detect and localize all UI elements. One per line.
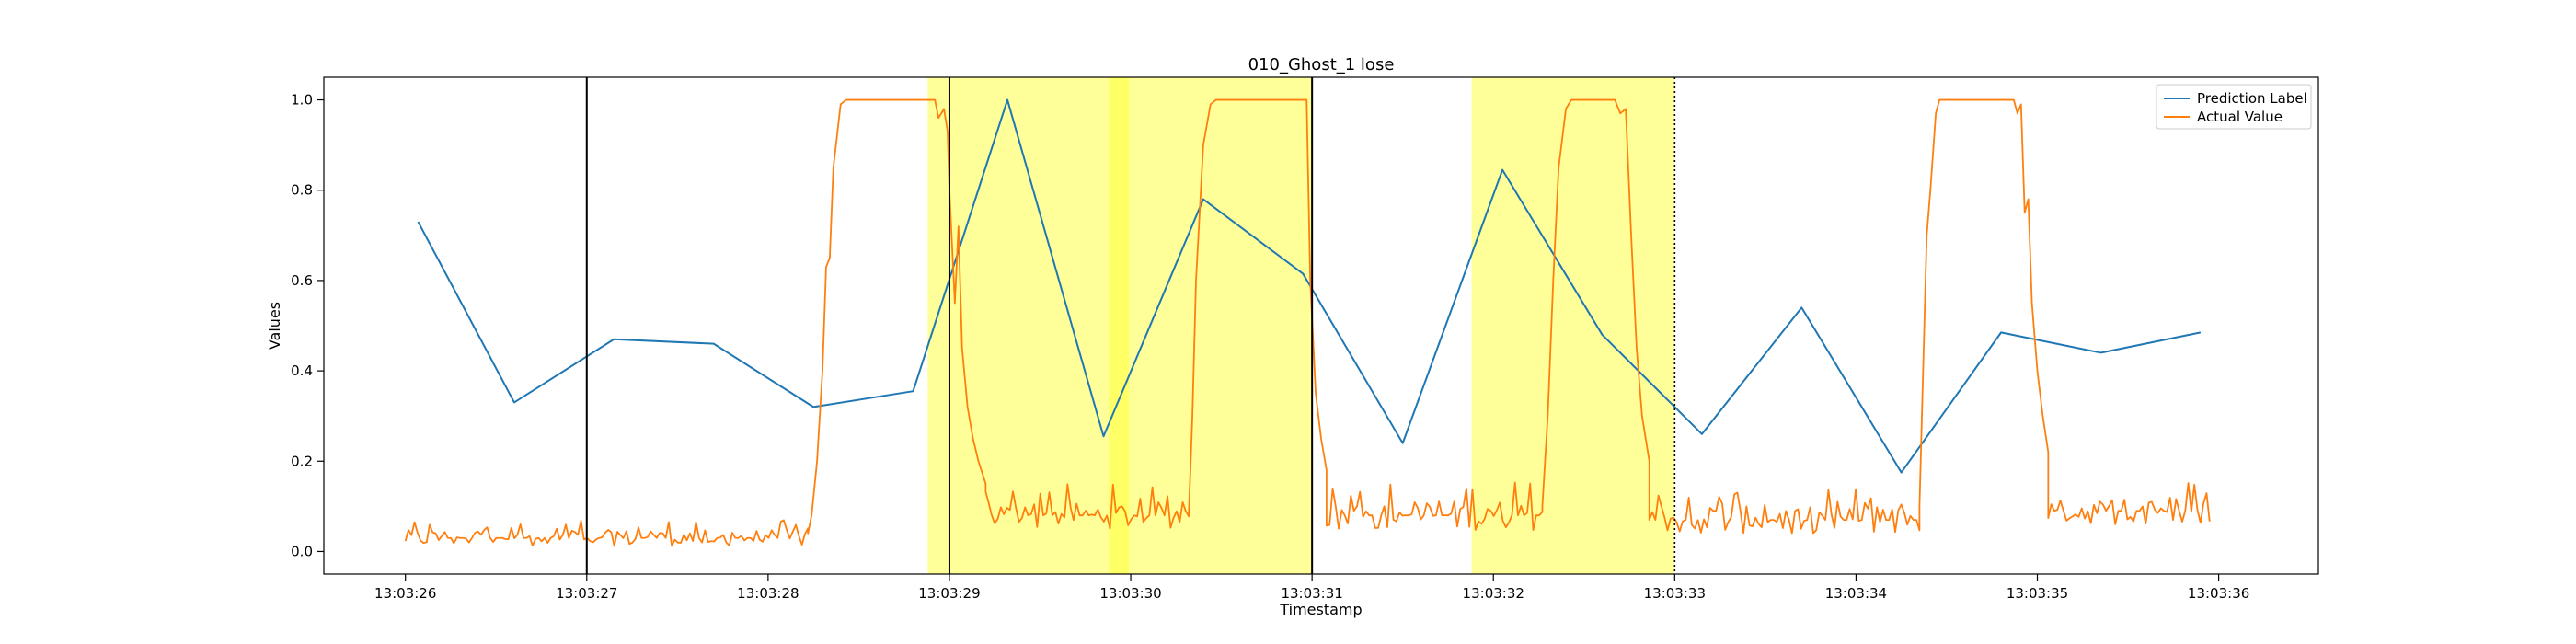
x-tick-label-5: 13:03:31	[1281, 585, 1342, 602]
highlight-span-2	[1471, 77, 1675, 574]
y-tick-label-5: 1.0	[291, 92, 313, 109]
x-tick-label-8: 13:03:34	[1825, 585, 1887, 602]
y-tick-label-0: 0.0	[291, 543, 313, 559]
x-tick-label-6: 13:03:32	[1463, 585, 1524, 602]
highlight-span-1	[1109, 77, 1130, 574]
x-axis-ticks: 13:03:26 13:03:27 13:03:28 13:03:29 13:03:30…	[374, 574, 2249, 602]
plot-frame	[323, 76, 2319, 575]
series-lines	[404, 98, 2211, 547]
y-axis-label: Values	[266, 302, 283, 350]
y-axis-ticks: 0.0 0.2 0.4 0.6 0.8 1.0	[291, 92, 324, 559]
legend-box	[2156, 84, 2312, 130]
x-tick-label-7: 13:03:33	[1644, 585, 1706, 602]
x-tick-label-4: 13:03:30	[1099, 585, 1161, 602]
legend-label-1: Actual Value	[2197, 109, 2283, 125]
series-line-1	[404, 98, 2211, 547]
x-tick-label-1: 13:03:27	[556, 585, 617, 602]
legend-label-0: Prediction Label	[2197, 90, 2307, 107]
x-tick-label-10: 13:03:36	[2188, 585, 2249, 602]
y-tick-label-4: 0.8	[291, 182, 313, 199]
x-tick-label-2: 13:03:28	[737, 585, 799, 602]
vertical-markers	[585, 77, 1676, 574]
legend: Prediction Label Actual Value	[2156, 84, 2312, 130]
highlight-spans	[927, 77, 1675, 574]
x-tick-label-0: 13:03:26	[374, 585, 436, 602]
x-axis-label: Timestamp	[1279, 601, 1362, 618]
x-tick-label-3: 13:03:29	[918, 585, 980, 602]
x-tick-label-9: 13:03:35	[2007, 585, 2068, 602]
y-tick-label-3: 0.6	[291, 272, 313, 289]
y-tick-label-2: 0.4	[291, 362, 313, 379]
y-tick-label-1: 0.2	[291, 453, 313, 469]
chart-title: 010_Ghost_1 lose	[1248, 55, 1395, 75]
